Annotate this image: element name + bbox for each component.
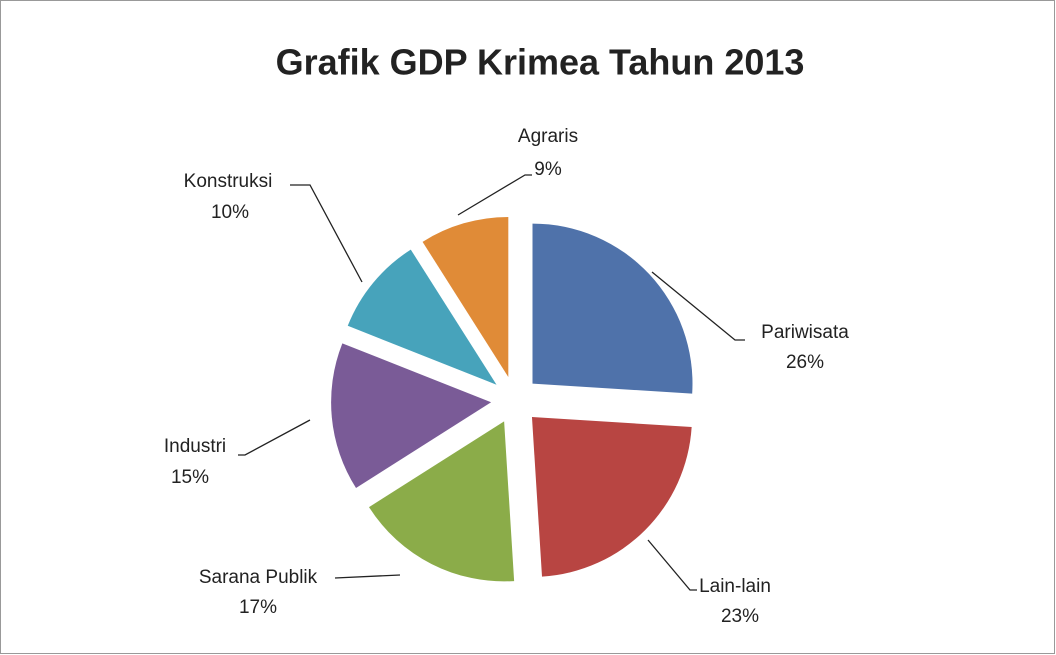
slice-label: Lain-lain [699, 576, 771, 597]
slice-value-label: 10% [211, 202, 249, 223]
slice-label: Konstruksi [184, 171, 273, 192]
pie-slice [331, 343, 492, 488]
slice-label: Sarana Publik [199, 567, 318, 588]
pie-slice [531, 416, 692, 577]
leader-line [647, 539, 697, 591]
slice-value-label: 15% [171, 467, 209, 488]
chart-title: Grafik GDP Krimea Tahun 2013 [276, 42, 805, 83]
slice-value-label: 23% [721, 606, 759, 627]
slice-value-label: 9% [534, 159, 562, 180]
leader-line [334, 574, 401, 579]
pie-slice [369, 421, 515, 582]
pie-slice [347, 249, 497, 385]
slice-label: Agraris [518, 126, 578, 147]
slice-label: Pariwisata [761, 322, 849, 343]
pie-slice [422, 216, 509, 377]
pie-slice [532, 223, 693, 394]
slice-value-label: 26% [786, 352, 824, 373]
leader-line [457, 174, 532, 216]
slice-value-label: 17% [239, 597, 277, 618]
slice-label: Industri [164, 436, 226, 457]
leader-line [651, 271, 745, 341]
leader-line [290, 184, 363, 283]
leader-line [238, 419, 311, 456]
